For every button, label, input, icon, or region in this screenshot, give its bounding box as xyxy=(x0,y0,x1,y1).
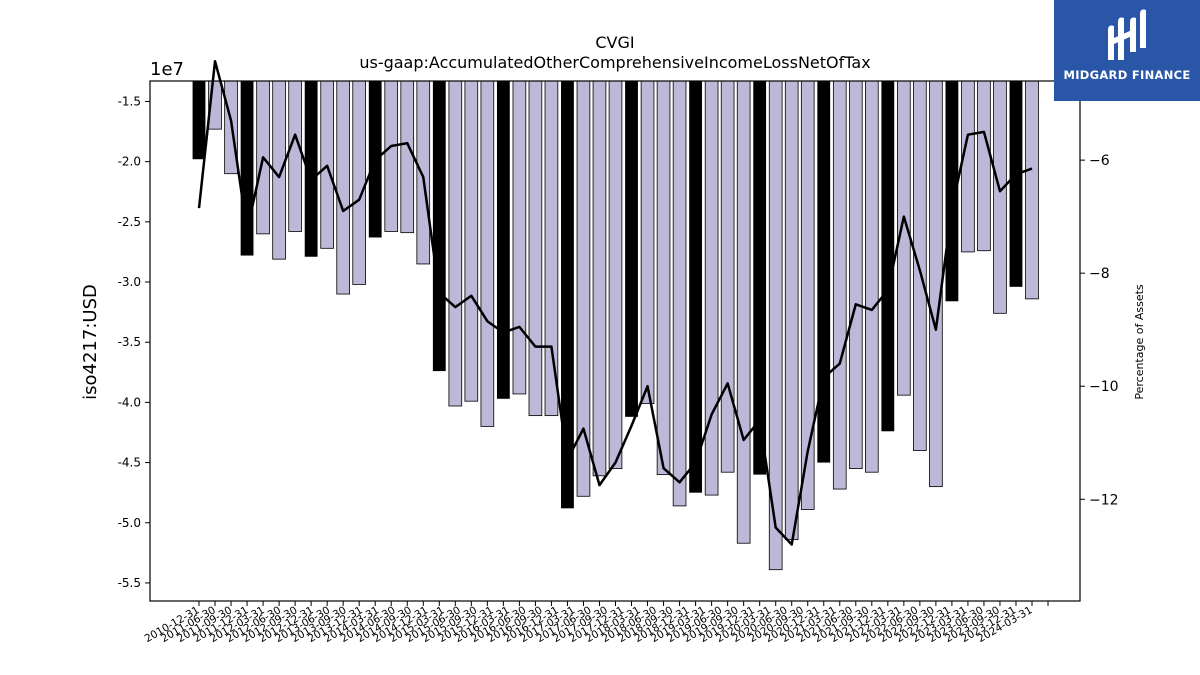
y-tick-label: -3.5 xyxy=(118,335,141,349)
y-axis-label: iso4217:USD xyxy=(80,284,101,400)
bar-2020-06-30 xyxy=(800,80,815,510)
bar-2014-06-30 xyxy=(416,80,431,265)
pct-assets-line xyxy=(197,59,1033,546)
y-tick-label: -1.5 xyxy=(118,94,141,108)
bar-2018-12-31 xyxy=(704,80,719,496)
brand-name: MIDGARD FINANCE xyxy=(1063,68,1191,82)
bar-2012-09-30 xyxy=(304,81,318,257)
bar-2021-03-31 xyxy=(848,80,863,469)
y-tick-label: -4.0 xyxy=(118,395,141,409)
bar-2019-03-31 xyxy=(720,80,735,473)
bar-2018-06-30 xyxy=(672,80,687,507)
y2-axis-label: Percentage of Assets xyxy=(1133,284,1146,400)
bar-2022-09-30 xyxy=(945,81,959,302)
bar-2020-09-30 xyxy=(817,81,831,463)
y2-tick-label: −10 xyxy=(1089,379,1119,395)
y-tick-label: -2.5 xyxy=(118,215,141,229)
bar-2020-03-31 xyxy=(784,80,799,541)
bar-2016-03-31 xyxy=(528,80,543,417)
bar-2023-06-30 xyxy=(993,80,1007,314)
bar-2016-06-30 xyxy=(544,80,559,417)
bar-2022-12-31 xyxy=(961,80,975,253)
y-tick-label: -5.5 xyxy=(118,576,141,590)
chart-subtitle: us-gaap:AccumulatedOtherComprehensiveInc… xyxy=(359,53,870,72)
bar-2021-06-30 xyxy=(865,80,879,473)
bar-2022-06-30 xyxy=(929,80,943,488)
y-tick-label: -4.5 xyxy=(118,456,141,470)
bar-2015-03-31 xyxy=(464,80,479,402)
bar-2022-03-31 xyxy=(913,80,927,451)
bar-2013-12-31 xyxy=(384,80,399,232)
y-tick-label: -2.0 xyxy=(118,155,141,169)
bar-2014-09-30 xyxy=(432,81,446,372)
line-layer xyxy=(197,59,1033,546)
y2-tick-label: −12 xyxy=(1089,492,1119,508)
bar-2015-06-30 xyxy=(480,80,495,427)
bar-2015-09-30 xyxy=(496,81,510,399)
bar-2016-09-30 xyxy=(561,81,574,509)
y-tick-label: -5.0 xyxy=(118,516,141,530)
bar-2017-12-31 xyxy=(640,80,655,404)
bar-2018-03-31 xyxy=(656,80,671,476)
bar-2023-09-30 xyxy=(1009,81,1023,287)
bar-2010-12-31 xyxy=(192,81,206,160)
bar-2020-12-31 xyxy=(832,80,847,490)
y2-tick-label: −6 xyxy=(1089,153,1110,169)
bar-2016-12-31 xyxy=(576,80,591,497)
bar-2023-03-31 xyxy=(977,80,991,252)
bar-2017-03-31 xyxy=(592,80,607,477)
bar-2013-06-30 xyxy=(352,80,366,285)
y-tick-label: -3.0 xyxy=(118,275,141,289)
bar-2012-06-30 xyxy=(288,80,302,232)
bar-2018-09-30 xyxy=(689,81,703,493)
bar-2017-09-30 xyxy=(625,81,638,417)
bar-2015-12-31 xyxy=(512,80,527,395)
brand-logo: MIDGARD FINANCE xyxy=(1054,0,1200,101)
bar-2013-03-31 xyxy=(336,80,350,295)
chart-title: CVGI xyxy=(595,33,634,52)
bar-2019-06-30 xyxy=(736,80,751,544)
bar-2019-09-30 xyxy=(753,81,767,475)
bar-2014-03-31 xyxy=(400,80,415,234)
midgard-m-logo-icon xyxy=(1108,9,1146,60)
y-scale-label: 1e7 xyxy=(150,59,184,80)
bar-2023-12-31 xyxy=(1025,80,1039,300)
bar-2021-09-30 xyxy=(881,81,895,432)
bar-2014-12-31 xyxy=(448,80,463,407)
bars-layer xyxy=(192,80,1039,571)
y2-tick-label: −8 xyxy=(1089,266,1110,282)
bar-2017-06-30 xyxy=(608,80,623,469)
